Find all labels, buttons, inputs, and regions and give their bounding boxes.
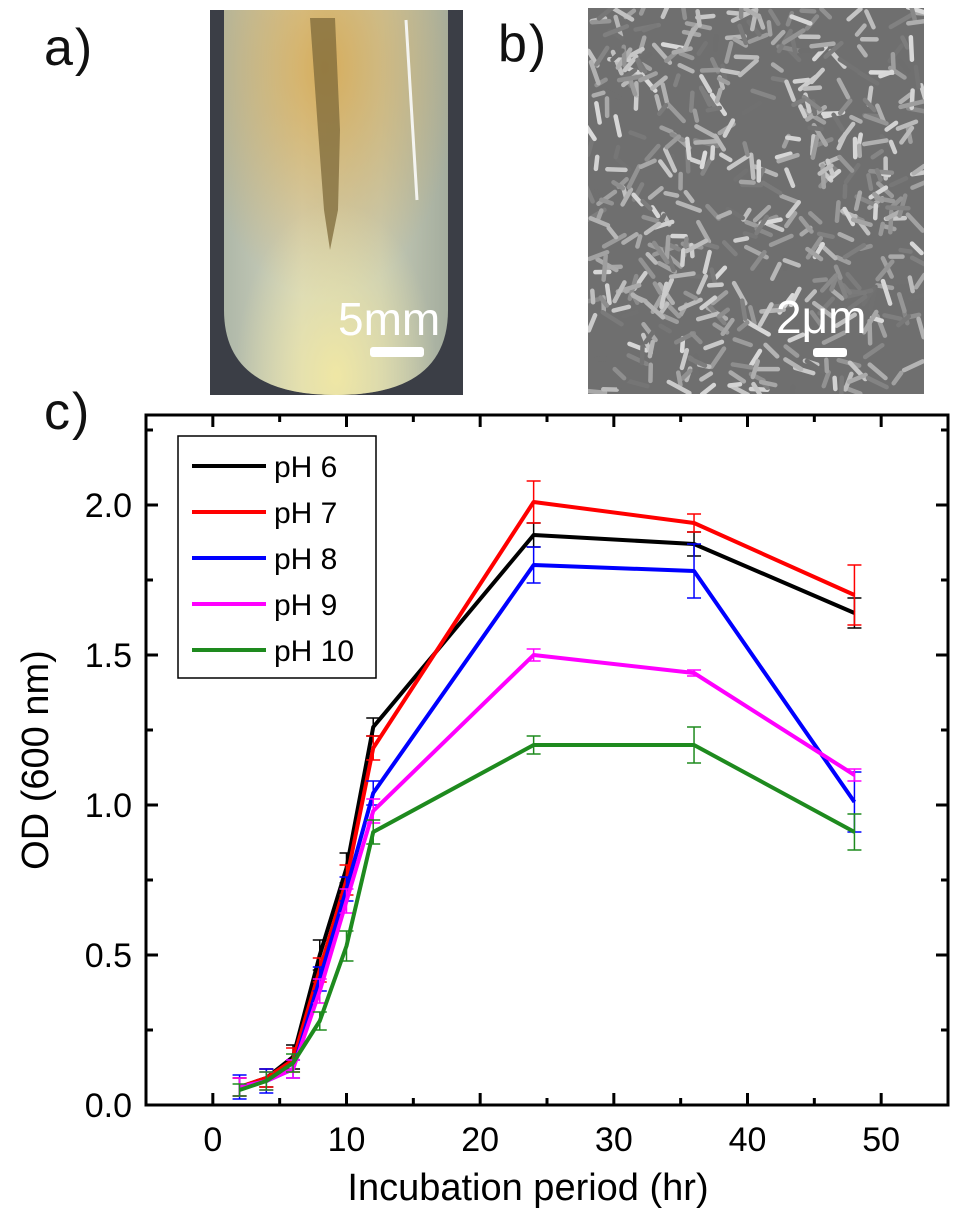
x-tick-label: 10: [328, 1121, 366, 1159]
legend-label: pH 10: [274, 635, 354, 668]
series-ph-10: [232, 726, 862, 1097]
x-tick-label: 50: [862, 1121, 900, 1159]
y-tick-label: 2.0: [85, 487, 132, 525]
y-tick-label: 1.5: [85, 637, 132, 675]
scale-bar-5mm: [370, 347, 424, 357]
test-tube-photo: 5mm: [210, 10, 463, 395]
x-tick-label: 20: [461, 1121, 499, 1159]
x-tick-label: 0: [203, 1121, 222, 1159]
sem-image: 2μm: [588, 8, 924, 394]
sem-texture: [588, 8, 924, 394]
y-tick-label: 1.0: [85, 787, 132, 825]
legend-label: pH 9: [274, 589, 337, 622]
panel-a-label: a): [44, 19, 95, 77]
scale-label-2um: 2μm: [776, 291, 867, 343]
legend-label: pH 7: [274, 497, 337, 530]
y-axis-label: OD (600 nm): [15, 650, 57, 870]
test-tube-illustration: [210, 10, 463, 395]
panel-b-label: b): [498, 15, 549, 73]
scale-label-5mm: 5mm: [338, 293, 441, 345]
series-ph-9: [232, 648, 862, 1097]
growth-chart: 0 10 20 30 40 50 0.0 0.5 1.0 1.5 2.0 pH 6 pH 7 pH 8 p…: [15, 413, 950, 1209]
x-tick-label: 40: [729, 1121, 767, 1159]
legend-label: pH 8: [274, 543, 337, 576]
legend-label: pH 6: [274, 451, 337, 484]
series-line: [239, 653, 856, 1089]
y-tick-label: 0.5: [85, 937, 132, 975]
panel-c-label: c): [44, 383, 92, 441]
series-line: [238, 743, 856, 1092]
scale-bar-2um: [813, 348, 847, 357]
y-tick-label: 0.0: [85, 1087, 132, 1125]
x-axis-label: Incubation period (hr): [347, 1167, 708, 1209]
x-tick-label: 30: [595, 1121, 633, 1159]
